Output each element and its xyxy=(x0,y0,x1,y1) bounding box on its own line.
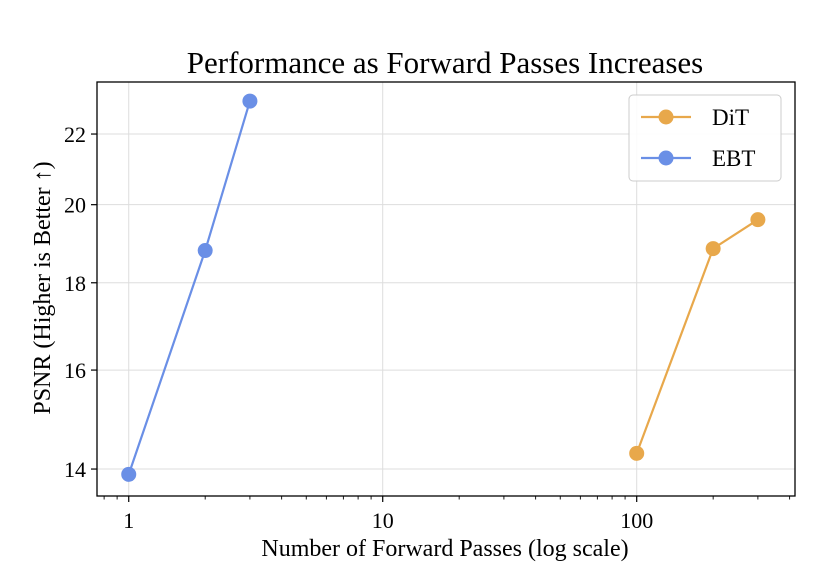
legend-marker-ebt xyxy=(658,150,674,166)
data-point-dit xyxy=(750,212,766,228)
legend-marker-dit xyxy=(658,109,674,125)
data-point-ebt xyxy=(197,243,213,259)
x-axis-label: Number of Forward Passes (log scale) xyxy=(261,536,628,562)
y-tick-label: 14 xyxy=(64,457,86,482)
data-point-ebt xyxy=(242,93,258,109)
series-layer xyxy=(121,93,766,482)
legend: DiT EBT xyxy=(628,94,782,182)
x-tick-label: 1 xyxy=(123,508,134,533)
data-point-dit xyxy=(629,445,645,461)
series-line-dit xyxy=(635,218,759,454)
legend-label-dit: DiT xyxy=(712,105,749,130)
legend-label-ebt: EBT xyxy=(712,146,755,171)
x-tick-label: 100 xyxy=(620,508,653,533)
y-axis-label: PSNR (Higher is Better ↑) xyxy=(30,161,56,414)
y-tick-label: 22 xyxy=(64,122,86,147)
data-point-dit xyxy=(705,241,721,257)
chart-title: Performance as Forward Passes Increases xyxy=(187,45,703,80)
plot-frame xyxy=(96,81,796,497)
series-line-ebt xyxy=(127,100,251,475)
x-tick-label: 10 xyxy=(372,508,394,533)
y-tick-label: 18 xyxy=(64,271,86,296)
y-tick-label: 20 xyxy=(64,193,86,218)
axis-ticks: 1 10 100 14 16 18 20 22 xyxy=(64,122,791,533)
legend-box xyxy=(628,94,782,182)
data-point-ebt xyxy=(121,466,137,482)
y-tick-label: 16 xyxy=(64,358,86,383)
